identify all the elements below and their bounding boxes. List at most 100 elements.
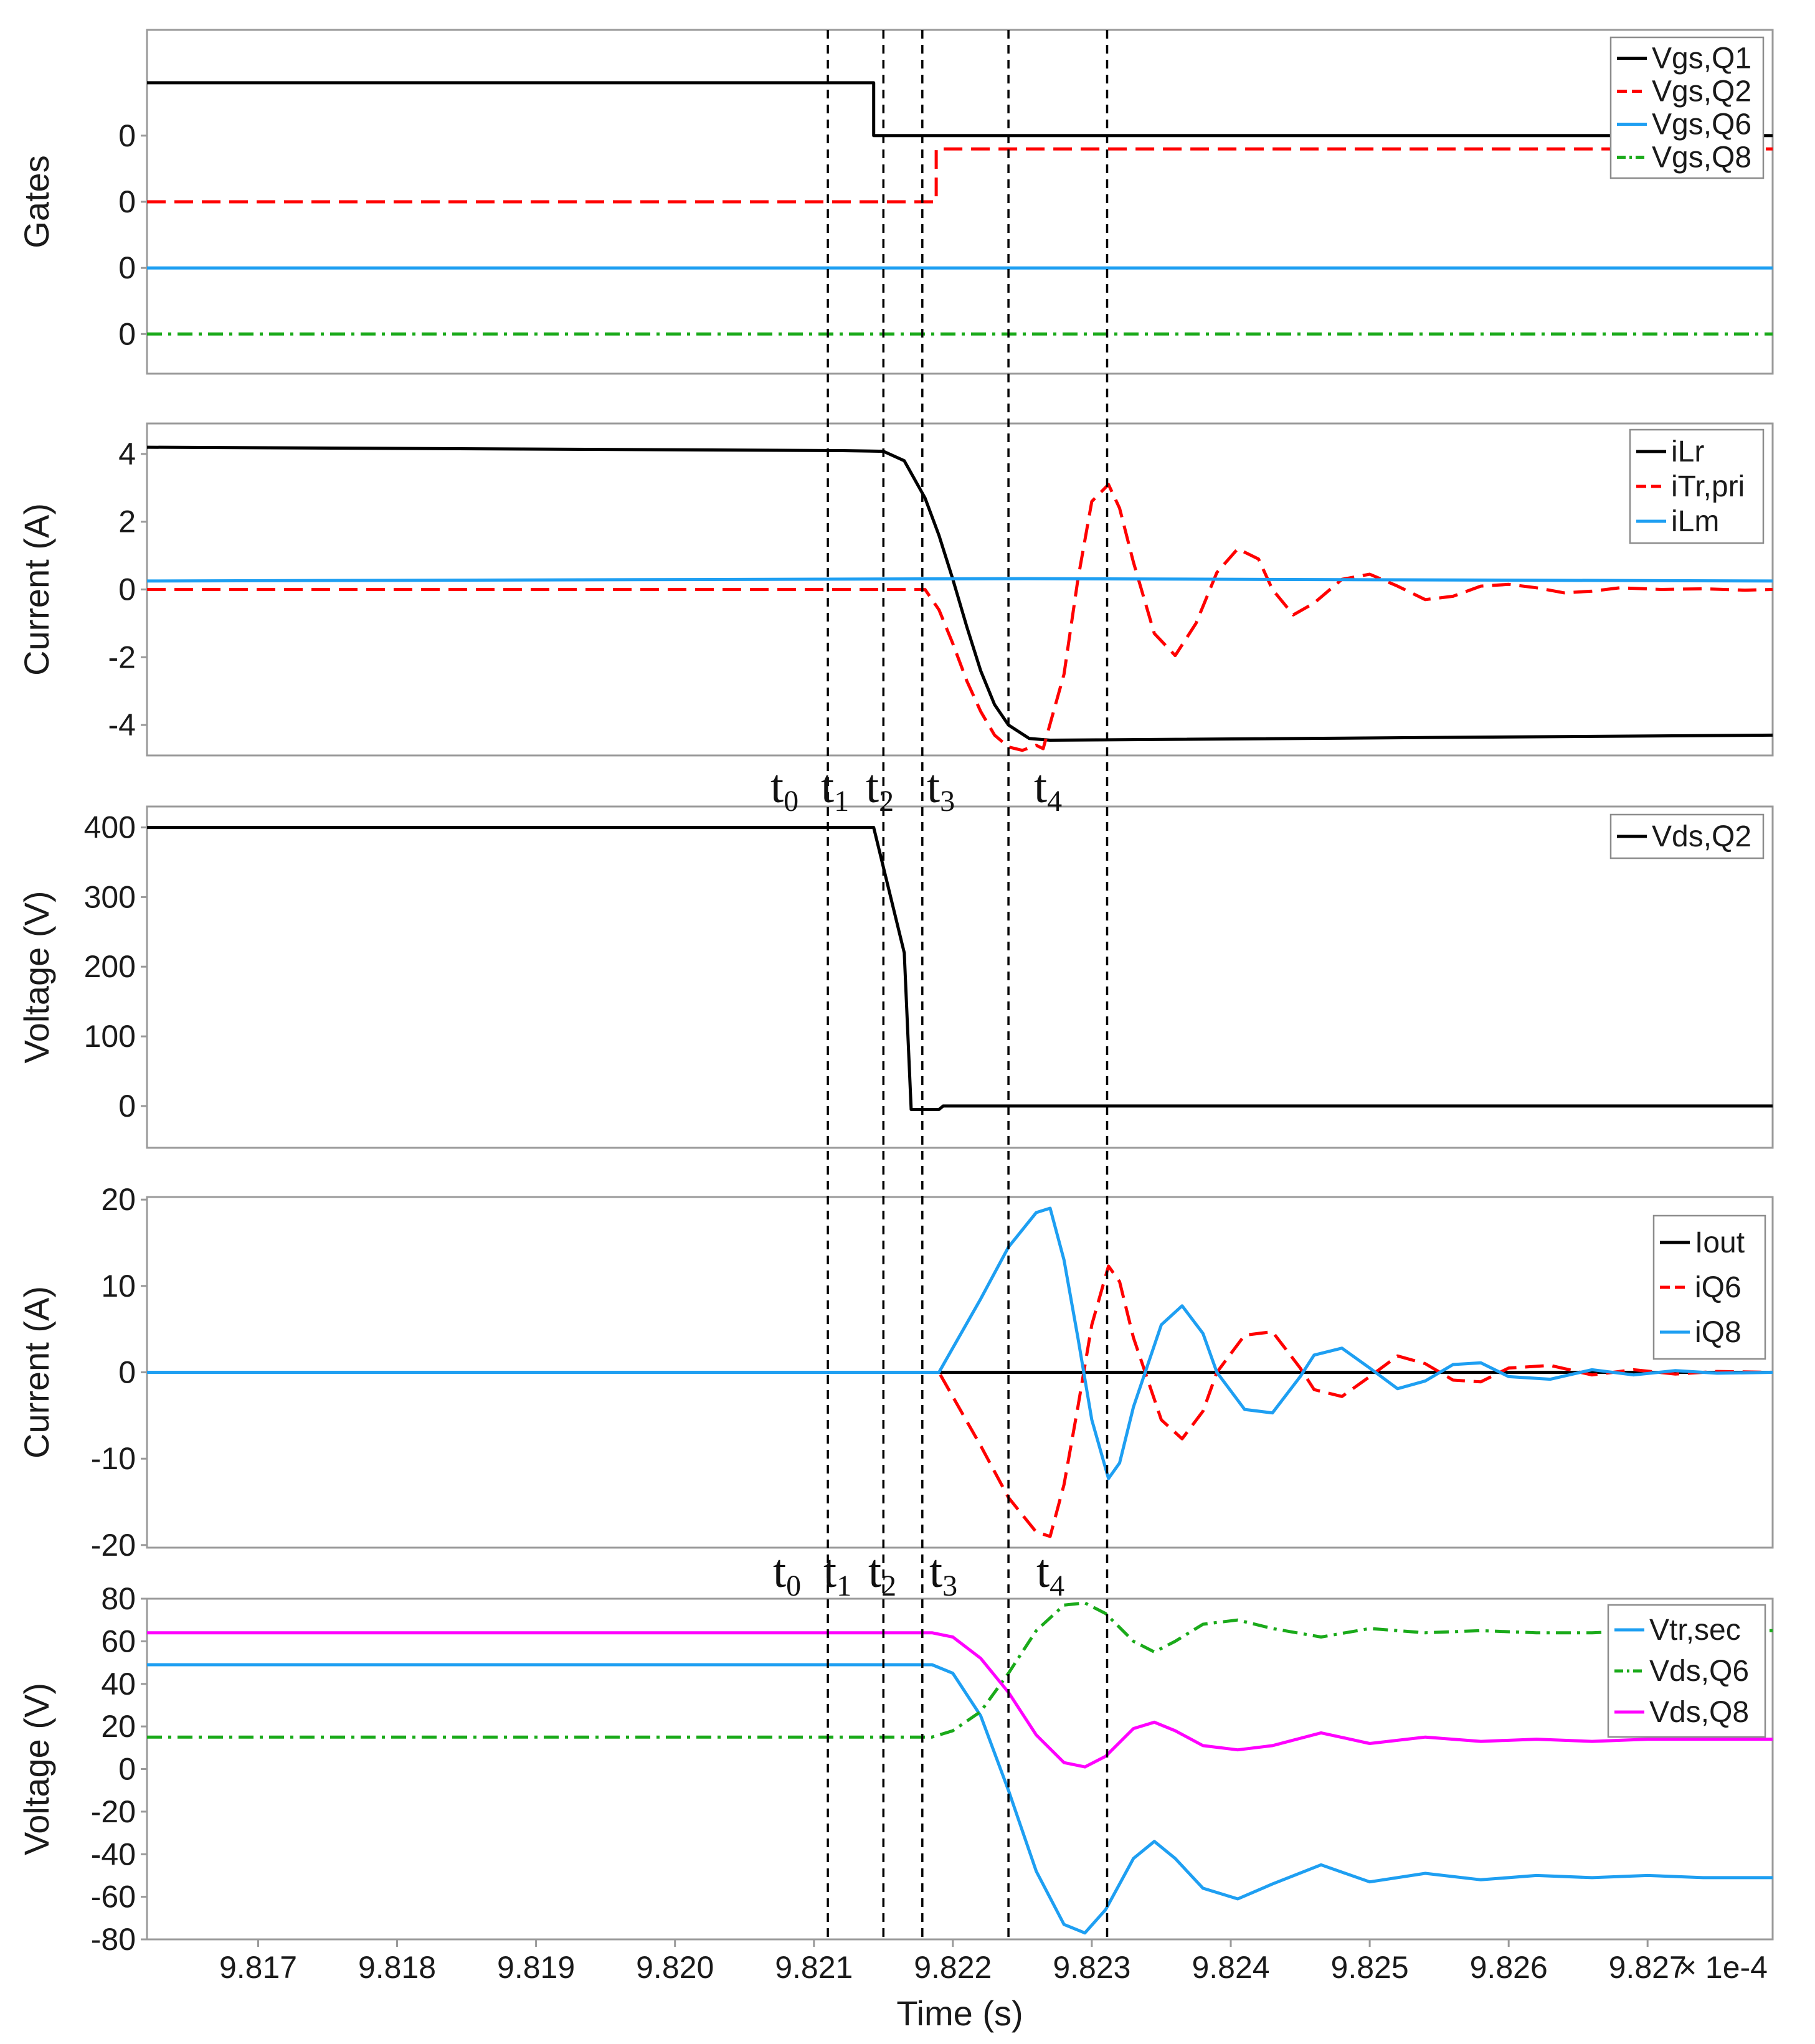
time-marker-letter: t	[868, 1545, 881, 1597]
y-tick-secondary-current: -20	[91, 1528, 136, 1563]
time-marker-subscript: 2	[881, 1569, 896, 1602]
plot-secondary-voltage	[147, 1601, 1773, 1935]
y-tick-gates: 0	[118, 250, 136, 285]
time-marker-subscript: 0	[784, 785, 799, 818]
y-axis-label-secondary-voltage: Voltage (V)	[17, 1683, 56, 1855]
time-marker-subscript: 3	[940, 785, 955, 818]
y-tick-primary-current: -2	[108, 640, 136, 674]
legend-label: Vds,Q2	[1652, 820, 1751, 853]
y-tick-secondary-voltage: -20	[91, 1794, 136, 1829]
time-marker-label-t2: t2	[868, 1545, 896, 1602]
time-marker-letter: t	[773, 1545, 786, 1597]
y-tick-gates: 0	[118, 118, 136, 153]
y-tick-secondary-current: -10	[91, 1441, 136, 1476]
y-axis-label-primary-current: Current (A)	[17, 503, 56, 676]
legend-label: Iout	[1695, 1226, 1745, 1259]
legend-box	[1609, 36, 1765, 179]
time-marker-letter: t	[1036, 1545, 1050, 1597]
x-tick-label: 9.823	[1053, 1950, 1130, 1985]
y-tick-primary-current: -4	[108, 707, 136, 742]
y-tick-secondary-current: 20	[101, 1182, 136, 1217]
legend-box	[1652, 1214, 1766, 1360]
time-marker-label-t4: t4	[1036, 1545, 1064, 1602]
time-marker-letter: t	[929, 1545, 942, 1597]
x-tick-label: 9.822	[914, 1950, 992, 1985]
time-marker-label-t1: t1	[821, 760, 849, 818]
time-marker-subscript: 2	[879, 785, 894, 818]
time-marker-labels-row2: t0 t1 t2 t3 t4	[773, 1545, 1064, 1602]
plot-vds-q2	[147, 826, 1773, 1111]
legend-label: Vtr,sec	[1649, 1614, 1741, 1647]
plot-secondary-current	[147, 1206, 1773, 1538]
x-tick-label: 9.827	[1609, 1950, 1687, 1985]
time-marker-letter: t	[927, 760, 940, 813]
time-marker-labels-row1: t0 t1 t2 t3 t4	[770, 760, 1062, 818]
x-tick-label: 9.819	[497, 1950, 575, 1985]
legend-label: iTr,pri	[1671, 470, 1745, 503]
y-tick-secondary-voltage: 60	[101, 1624, 136, 1658]
time-marker-letter: t	[770, 760, 784, 813]
time-marker-letter: t	[1034, 760, 1047, 813]
legend-label: Vgs,Q8	[1652, 141, 1751, 174]
legend-secondary-current: Iout iQ6 iQ8	[1652, 1214, 1766, 1360]
series-gates-vgs-q1	[147, 81, 1773, 138]
time-marker-subscript: 3	[942, 1569, 957, 1602]
series-secondary-voltage-vtr-sec	[147, 1663, 1773, 1935]
time-marker-label-t3: t3	[929, 1545, 957, 1602]
y-tick-primary-current: 4	[118, 437, 136, 471]
x-axis-label: Time (s)	[896, 1994, 1023, 2033]
series-vds-q2-vds-q2	[147, 826, 1773, 1111]
x-scale-note: × 1e-4	[1679, 1950, 1768, 1985]
series-primary-current-itr-pri	[147, 483, 1773, 752]
time-marker-subscript: 1	[834, 785, 849, 818]
panel-primary-current-frame	[146, 422, 1774, 757]
x-tick-label: 9.817	[219, 1950, 297, 1985]
y-tick-secondary-voltage: -80	[91, 1922, 136, 1957]
x-tick-label: 9.820	[636, 1950, 714, 1985]
y-tick-primary-current: 2	[118, 504, 136, 539]
series-gates-vgs-q2	[147, 147, 1773, 204]
legend-label: iQ8	[1695, 1316, 1742, 1349]
y-axis-label-vds-q2: Voltage (V)	[17, 891, 56, 1063]
time-marker-label-t4: t4	[1034, 760, 1062, 818]
legend-vds-q2: Vds,Q2	[1609, 813, 1765, 859]
y-tick-vds-q2: 100	[84, 1019, 136, 1054]
x-tick-label: 9.825	[1331, 1950, 1409, 1985]
time-marker-label-t2: t2	[866, 760, 894, 818]
time-marker-subscript: 1	[836, 1569, 851, 1602]
legend-secondary-voltage: Vtr,sec Vds,Q6 Vds,Q8	[1607, 1604, 1766, 1738]
series-primary-current-ilr	[146, 445, 1773, 742]
y-tick-secondary-voltage: -60	[91, 1880, 136, 1914]
y-tick-primary-current: 0	[118, 572, 136, 607]
y-tick-secondary-voltage: 80	[101, 1581, 136, 1616]
series-secondary-current-iq8	[147, 1206, 1773, 1480]
time-marker-subscript: 4	[1047, 785, 1062, 818]
series-secondary-voltage-vds-q8	[147, 1631, 1773, 1769]
y-tick-secondary-voltage: 20	[101, 1709, 136, 1744]
x-tick-label: 9.821	[775, 1950, 853, 1985]
time-marker-subscript: 0	[786, 1569, 801, 1602]
y-tick-secondary-voltage: -40	[91, 1837, 136, 1871]
y-tick-gates: 0	[118, 316, 136, 351]
time-marker-subscript: 4	[1050, 1569, 1064, 1602]
panel-secondary-voltage-frame	[146, 1597, 1774, 1941]
y-tick-secondary-current: 10	[101, 1269, 136, 1304]
y-tick-gates: 0	[118, 184, 136, 219]
legend-label: iLr	[1671, 435, 1704, 468]
time-marker-label-t1: t1	[823, 1545, 851, 1602]
y-tick-vds-q2: 200	[84, 949, 136, 984]
y-tick-vds-q2: 0	[118, 1089, 136, 1124]
legend-label: iQ6	[1695, 1271, 1742, 1304]
panel-vds-q2-frame	[146, 805, 1774, 1149]
plot-primary-current	[146, 445, 1773, 752]
time-marker-label-t3: t3	[927, 760, 955, 818]
legend-label: Vgs,Q1	[1652, 42, 1751, 75]
legend-label: Vds,Q6	[1649, 1655, 1749, 1688]
legend-label: iLm	[1671, 505, 1719, 538]
y-tick-vds-q2: 300	[84, 879, 136, 914]
series-secondary-current-iq6	[147, 1264, 1773, 1538]
series-primary-current-ilm	[146, 577, 1773, 583]
